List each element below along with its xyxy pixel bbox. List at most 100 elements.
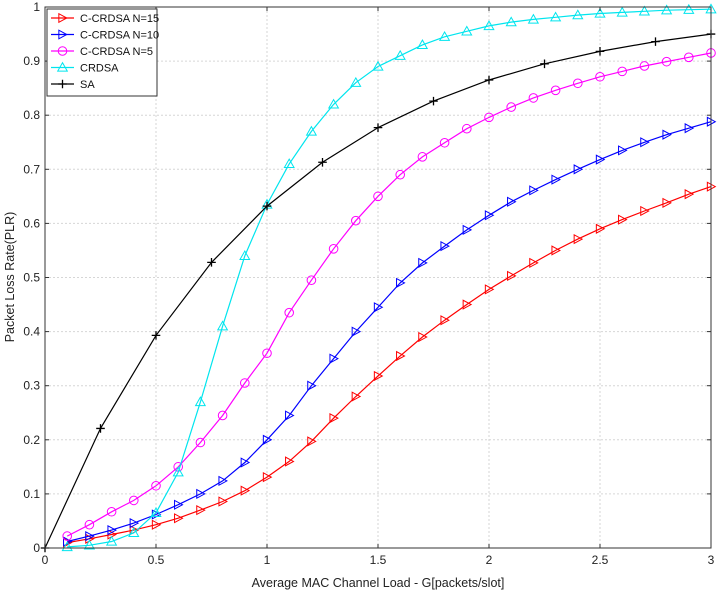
data-point-c-crdsa-n-5: [484, 112, 494, 123]
data-point-c-crdsa-n-10: [484, 210, 495, 221]
data-point-sa: [651, 37, 660, 46]
data-point-c-crdsa-n-15: [396, 350, 406, 362]
x-axis-label: Average MAC Channel Load - G[packets/slo…: [252, 576, 505, 590]
x-tick-label: 0.5: [148, 553, 165, 567]
data-point-c-crdsa-n-5: [439, 137, 450, 148]
data-point-c-crdsa-n-15: [174, 513, 184, 524]
legend-marker: [58, 79, 67, 89]
x-tick-label: 0: [42, 553, 49, 567]
data-point-c-crdsa-n-15: [640, 205, 650, 217]
data-point-c-crdsa-n-15: [462, 299, 473, 310]
y-tick-label: 0.2: [23, 433, 40, 447]
data-point-sa: [151, 331, 161, 340]
data-point-c-crdsa-n-10: [573, 164, 584, 175]
legend-label: C-CRDSA N=10: [80, 30, 159, 42]
data-point-c-crdsa-n-5: [639, 61, 650, 71]
data-point-c-crdsa-n-10: [351, 326, 362, 337]
data-point-c-crdsa-n-5: [351, 215, 361, 226]
data-point-c-crdsa-n-10: [218, 475, 228, 487]
data-point-c-crdsa-n-10: [240, 457, 251, 468]
data-point-c-crdsa-n-10: [196, 488, 206, 500]
data-point-crdsa: [416, 39, 429, 50]
data-point-c-crdsa-n-10: [373, 302, 384, 313]
data-point-crdsa: [505, 16, 517, 27]
data-point-c-crdsa-n-5: [417, 152, 428, 162]
data-point-c-crdsa-n-5: [129, 495, 139, 506]
data-point-c-crdsa-n-5: [550, 85, 561, 96]
x-tick-label: 2.5: [592, 553, 609, 567]
y-tick-label: 0.3: [23, 379, 40, 393]
data-point-c-crdsa-n-15: [196, 504, 206, 516]
y-tick-label: 0.9: [23, 54, 40, 68]
data-point-crdsa: [216, 320, 229, 331]
data-point-crdsa: [438, 30, 451, 41]
data-point-crdsa: [461, 25, 473, 36]
data-point-crdsa: [594, 7, 606, 18]
y-axis-label: Packet Loss Rate(PLR): [3, 212, 17, 343]
data-point-c-crdsa-n-10: [418, 257, 428, 269]
data-point-c-crdsa-n-5: [684, 52, 694, 63]
data-point-c-crdsa-n-5: [617, 66, 628, 77]
data-point-c-crdsa-n-5: [595, 71, 605, 82]
data-point-c-crdsa-n-5: [151, 480, 161, 491]
data-point-c-crdsa-n-10: [396, 277, 406, 289]
data-point-c-crdsa-n-10: [640, 137, 650, 148]
legend-label: CRDSA: [80, 63, 119, 75]
data-point-c-crdsa-n-15: [329, 413, 339, 424]
legend-marker: [58, 12, 68, 24]
y-tick-label: 0.4: [23, 325, 40, 339]
data-point-sa: [429, 96, 438, 106]
data-point-crdsa: [194, 396, 207, 407]
data-point-sa: [484, 75, 494, 85]
data-point-c-crdsa-n-15: [307, 436, 317, 447]
series-layer: [40, 3, 717, 553]
data-point-crdsa: [616, 6, 628, 17]
y-tick-label: 0: [33, 541, 40, 555]
data-point-c-crdsa-n-15: [595, 223, 606, 234]
data-point-crdsa: [239, 250, 251, 261]
legend-entry-crdsa: CRDSA: [51, 61, 119, 75]
x-tick-label: 1.5: [370, 553, 387, 567]
x-tick-label: 2: [486, 553, 493, 567]
data-point-c-crdsa-n-15: [484, 284, 495, 295]
data-point-c-crdsa-n-10: [462, 224, 473, 236]
data-point-c-crdsa-n-15: [262, 471, 273, 483]
data-point-c-crdsa-n-15: [529, 257, 539, 269]
data-point-c-crdsa-n-10: [85, 530, 95, 542]
legend-label: C-CRDSA N=15: [80, 13, 159, 25]
legend-entry-c-crdsa-n-15: C-CRDSA N=15: [51, 12, 159, 25]
data-point-c-crdsa-n-5: [528, 93, 539, 103]
data-point-c-crdsa-n-5: [84, 519, 95, 530]
data-point-crdsa: [483, 20, 495, 31]
data-point-c-crdsa-n-5: [262, 348, 272, 359]
y-tick-label: 1: [33, 0, 40, 14]
y-tick-label: 0.1: [23, 487, 40, 501]
data-point-crdsa: [572, 9, 584, 20]
data-point-crdsa: [660, 4, 673, 15]
data-point-c-crdsa-n-5: [284, 307, 295, 318]
data-point-c-crdsa-n-5: [395, 169, 406, 180]
data-point-c-crdsa-n-5: [506, 102, 517, 112]
data-point-c-crdsa-n-10: [129, 517, 140, 529]
data-point-crdsa: [350, 76, 362, 87]
y-tick-label: 0.6: [23, 216, 40, 230]
data-point-sa: [540, 59, 549, 69]
x-tick-label: 1: [264, 553, 271, 567]
data-point-c-crdsa-n-15: [573, 233, 584, 245]
data-point-c-crdsa-n-10: [262, 434, 273, 445]
data-point-crdsa: [327, 98, 340, 109]
legend-entry-sa: SA: [51, 79, 95, 91]
data-point-sa: [318, 157, 327, 167]
legend: C-CRDSA N=15 C-CRDSA N=10 C-CRDSA N=5 CRDSA…: [46, 8, 159, 97]
data-point-crdsa: [527, 13, 540, 24]
data-point-crdsa: [283, 158, 295, 169]
data-point-crdsa: [372, 60, 384, 71]
legend-marker: [56, 61, 69, 72]
data-point-sa: [207, 258, 216, 267]
series-c-crdsa-n-10: [63, 116, 717, 547]
data-point-crdsa: [549, 11, 562, 22]
y-tick-label: 0.5: [23, 271, 40, 285]
data-point-c-crdsa-n-10: [595, 154, 606, 165]
data-point-sa: [96, 424, 105, 433]
data-point-c-crdsa-n-5: [306, 275, 317, 286]
